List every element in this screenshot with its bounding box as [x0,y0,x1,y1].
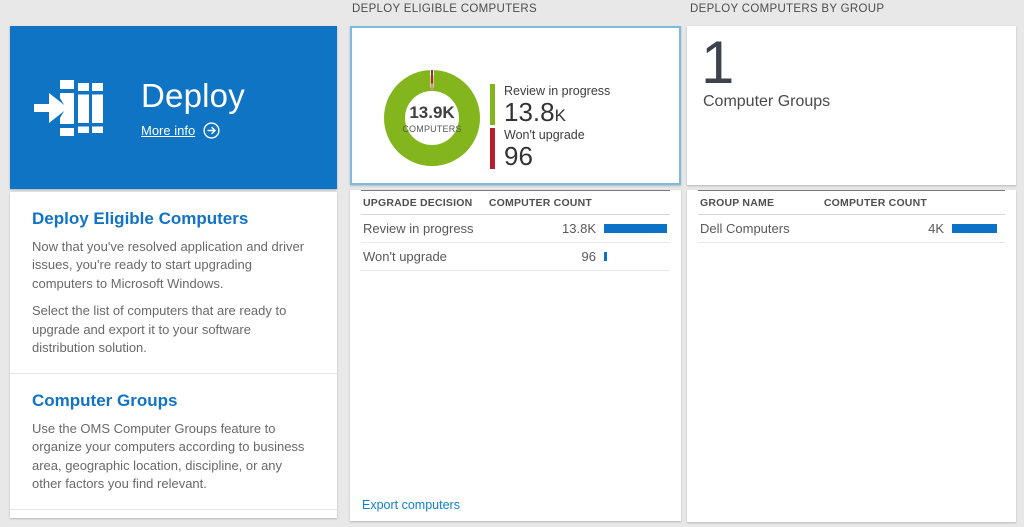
deploy-tile-title: Deploy [141,76,245,114]
legend-label: Review in progress [504,84,611,98]
column-header-upgrade-decision: UPGRADE DECISION [363,196,473,209]
computer-groups-count-tile[interactable]: 1 Computer Groups [687,26,1016,185]
column-header-deploy-by-group: DEPLOY COMPUTERS BY GROUP [690,3,885,15]
count-bar [952,224,997,233]
upgrade-decision-table: UPGRADE DECISION COMPUTER COUNT Review i… [361,190,670,271]
deploy-description-panel: Deploy Eligible Computers Now that you'v… [10,192,337,518]
table-header-row: GROUP NAME COMPUTER COUNT [698,190,1005,215]
count-bar [604,252,607,261]
computer-groups-count-label: Computer Groups [703,93,831,110]
legend-value: 96 [504,141,533,171]
legend-item-wont-upgrade: Won't upgrade 96 [490,128,610,169]
table-row[interactable]: Dell Computers 4K [698,215,1005,243]
legend-item-review-in-progress: Review in progress 13.8K [490,84,610,125]
section-paragraph: Select the list of computers that are re… [32,303,287,356]
donut-center-value: 13.9K [409,102,455,122]
donut-legend: Review in progress 13.8K Won't upgrade 9… [490,84,610,172]
column-header-deploy-eligible: DEPLOY ELIGIBLE COMPUTERS [352,3,537,15]
column-header-group-name: GROUP NAME [700,196,775,209]
donut-chart: 13.9K COMPUTERS [384,70,480,166]
donut-center-label: COMPUTERS [402,123,462,134]
column-header-computer-count: COMPUTER COUNT [488,196,592,209]
legend-swatch-red [490,128,495,169]
upgrade-decision-table-panel: UPGRADE DECISION COMPUTER COUNT Review i… [350,190,681,521]
legend-swatch-green [490,84,495,125]
table-header-row: UPGRADE DECISION COMPUTER COUNT [361,190,670,215]
donut-center: 13.9K COMPUTERS [402,91,462,145]
deploy-tile[interactable]: Deploy More info [10,26,337,189]
more-info-link[interactable]: More info [141,122,196,138]
computer-groups-count: 1 [701,29,735,96]
table-row[interactable]: Review in progress 13.8K [361,215,670,243]
more-info-arrow-icon [203,121,220,139]
section-empty [10,510,337,527]
table-row[interactable]: Won't upgrade 96 [361,243,670,271]
section-heading-deploy-eligible: Deploy Eligible Computers [32,209,249,228]
computer-groups-table: GROUP NAME COMPUTER COUNT Dell Computers… [698,190,1005,243]
export-computers-link[interactable]: Export computers [362,498,460,512]
column-header-computer-count: COMPUTER COUNT [823,196,927,209]
section-paragraph: Now that you've resolved application and… [32,239,305,291]
section-heading-computer-groups: Computer Groups [32,390,178,410]
deploy-books-arrow-icon [34,76,106,140]
count-bar [604,224,667,233]
legend-value: 13.8K [504,97,566,127]
section-deploy-eligible-computers: Deploy Eligible Computers Now that you'v… [10,192,337,374]
section-computer-groups: Computer Groups Use the OMS Computer Gro… [10,374,337,510]
eligible-computers-donut-tile[interactable]: 13.9K COMPUTERS Review in progress 13.8K… [350,26,681,185]
section-paragraph: Use the OMS Computer Groups feature to o… [32,420,305,492]
legend-label: Won't upgrade [504,128,585,142]
group-table-panel: GROUP NAME COMPUTER COUNT Dell Computers… [687,190,1016,522]
